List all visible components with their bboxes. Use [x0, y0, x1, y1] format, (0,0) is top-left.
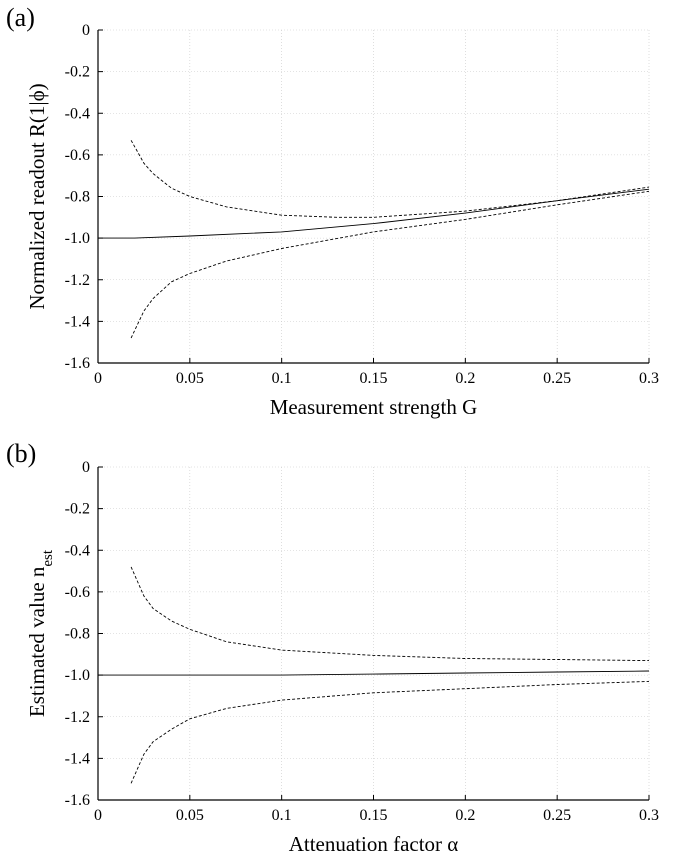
x-tick-label: 0.25: [543, 807, 571, 824]
y-tick-label: -1.6: [65, 792, 90, 809]
x-tick-label: 0: [94, 807, 102, 824]
y-tick-label: -0.6: [65, 584, 90, 601]
y-axis-label-subscript: est: [40, 549, 56, 566]
solid-series-line-0: [98, 670, 650, 676]
x-tick-label: 0.1: [272, 370, 292, 387]
x-tick-label: 0.05: [176, 370, 204, 387]
panel-label: (a): [6, 3, 35, 32]
x-tick-label: 0.15: [360, 370, 388, 387]
y-tick-label: -0.8: [65, 626, 90, 643]
x-tick-label: 0.2: [455, 807, 475, 824]
y-tick-label: -1.2: [65, 709, 90, 726]
y-tick-label: -1.4: [65, 313, 90, 330]
solid-series-line-0: [98, 188, 650, 239]
y-tick-label: 0: [82, 459, 90, 476]
x-tick-label: 0: [94, 370, 102, 387]
x-tick-label: 0.25: [543, 370, 571, 387]
y-tick-label: -1.0: [65, 667, 90, 684]
y-tick-label: -1.4: [65, 750, 90, 767]
y-tick-label: -0.2: [65, 501, 90, 518]
panel-label: (b): [6, 439, 36, 468]
y-tick-label: -0.6: [65, 147, 90, 164]
x-tick-label: 0.05: [176, 807, 204, 824]
y-axis-label: Estimated value nest: [25, 549, 56, 717]
x-tick-label: 0.2: [455, 370, 475, 387]
chart-panel-b: 0 0.05 0.1 0.15 0.2 0.25 0.3 0 -0.2 -0.4 -0.6 -0.8 -…: [6, 439, 659, 856]
y-tick-label: -0.4: [65, 105, 90, 122]
x-axis-label: Attenuation factor α: [289, 832, 459, 856]
dashed-series-line-2: [130, 680, 650, 784]
dashed-series-line-1: [130, 566, 650, 662]
x-tick-label: 0.3: [639, 807, 659, 824]
x-tick-label: 0.1: [272, 807, 292, 824]
chart-panel-a: 0 0.05 0.1 0.15 0.2 0.25 0.3 0 -0.2 -0.4 -0.6 -0.8 -…: [6, 3, 659, 419]
dashed-series-line-2: [130, 190, 650, 339]
y-tick-label: -1.2: [65, 272, 90, 289]
y-axis-label: Normalized readout R(1|ϕ): [25, 83, 49, 309]
x-tick-label: 0.15: [360, 807, 388, 824]
y-tick-label: -0.4: [65, 542, 90, 559]
y-tick-label: -1.0: [65, 230, 90, 247]
y-tick-label: -0.2: [65, 64, 90, 81]
y-tick-label: -1.6: [65, 355, 90, 372]
y-tick-label: -0.8: [65, 189, 90, 206]
dashed-series-line-1: [130, 140, 650, 218]
y-tick-label: 0: [82, 22, 90, 39]
x-tick-label: 0.3: [639, 370, 659, 387]
x-axis-label: Measurement strength G: [270, 395, 478, 419]
